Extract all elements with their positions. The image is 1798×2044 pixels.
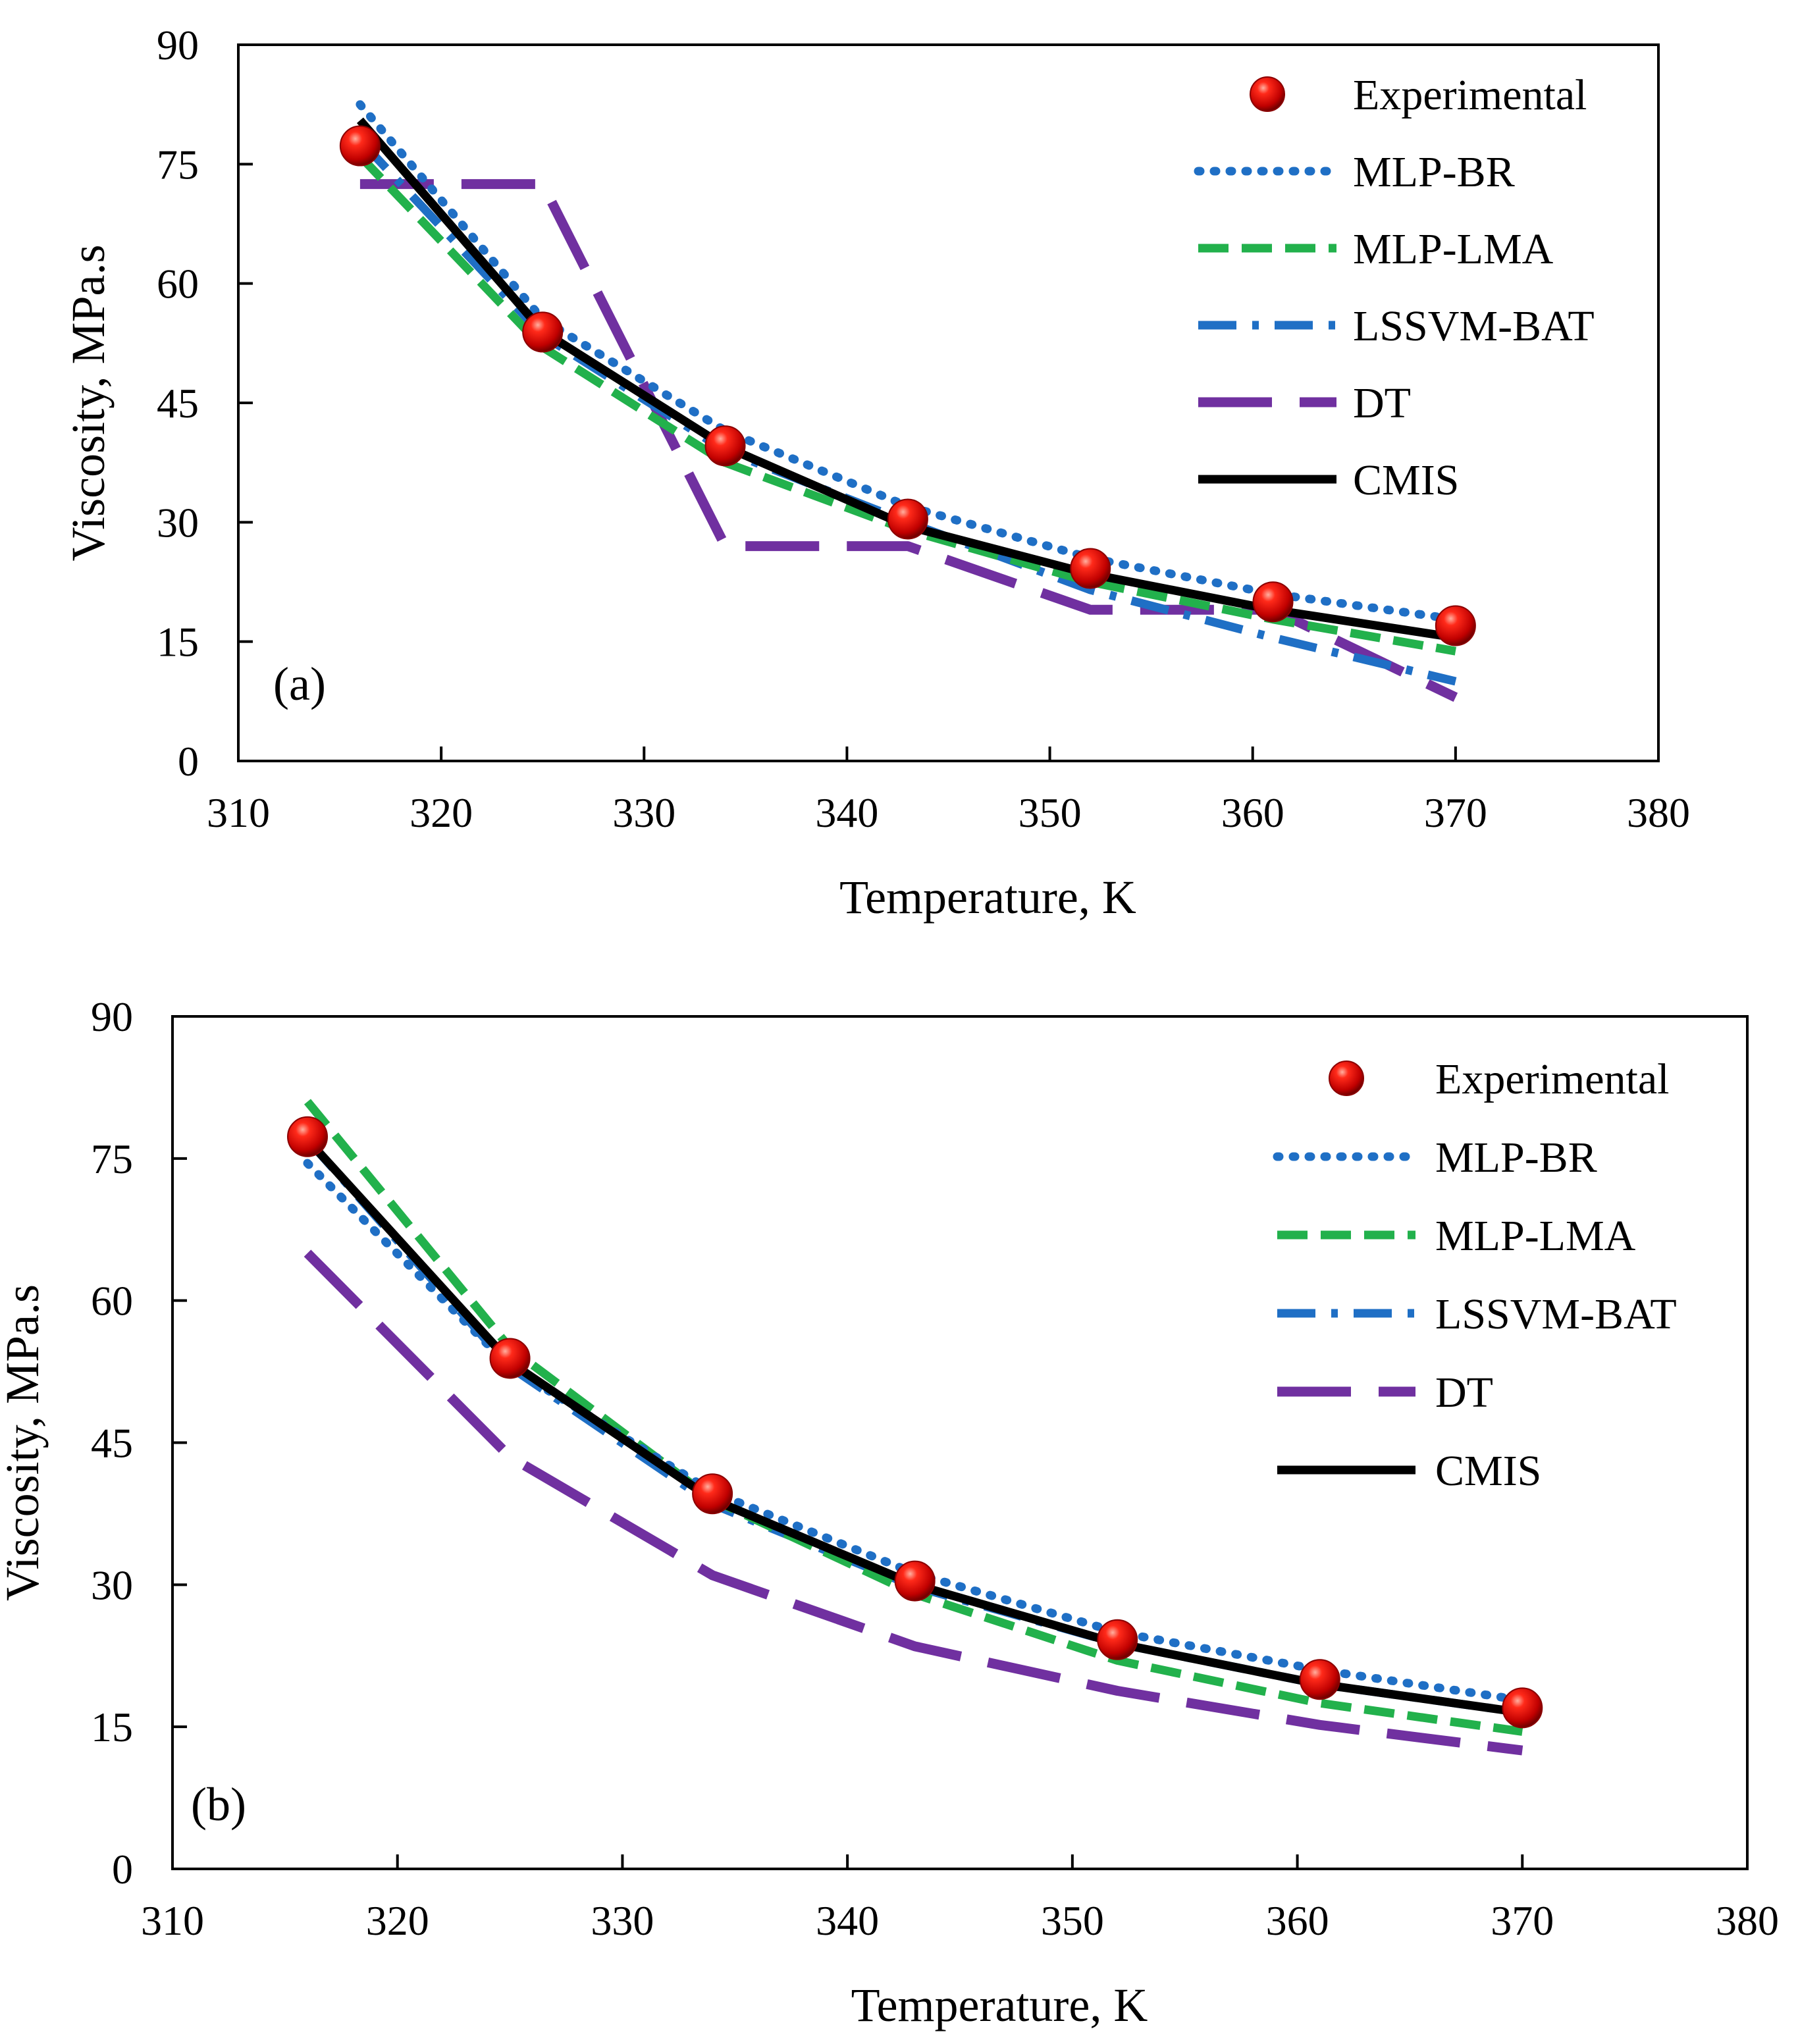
series-line-cmis xyxy=(356,117,1456,642)
experimental-point xyxy=(894,1560,936,1602)
x-tick-label: 320 xyxy=(410,789,473,836)
legend-label-mlp-br: MLP-BR xyxy=(1353,148,1515,196)
chart-panel-a: 310 320 330 340 350 360 370 380 0 15 30 45 60 75 90 Tem… xyxy=(62,22,1690,924)
x-tick-label: 330 xyxy=(612,789,675,836)
y-tick-label: 30 xyxy=(157,499,199,546)
x-tick-label: 380 xyxy=(1716,1897,1779,1944)
y-tick-label: 75 xyxy=(91,1136,133,1182)
x-tick-label: 320 xyxy=(366,1897,429,1944)
experimental-point xyxy=(1097,1619,1138,1660)
x-tick-label: 310 xyxy=(207,789,270,836)
experimental-point xyxy=(887,498,928,540)
x-tick-label: 380 xyxy=(1627,789,1690,836)
y-tick-label: 30 xyxy=(91,1561,133,1608)
panel-label: (b) xyxy=(191,1778,246,1831)
series-line-cmis xyxy=(304,1136,1523,1717)
chart-panel-b: 310 320 330 340 350 360 370 380 0 15 30 45 60 75 90 Tem… xyxy=(0,993,1779,2031)
legend-label-experimental: Experimental xyxy=(1435,1055,1670,1103)
y-tick-label: 60 xyxy=(91,1278,133,1324)
y-tick-label: 45 xyxy=(91,1420,133,1467)
experimental-point xyxy=(522,311,564,353)
experimental-point xyxy=(339,125,381,167)
experimental-point xyxy=(287,1116,329,1157)
experimental-point xyxy=(692,1473,733,1515)
legend: Experimental MLP-BR MLP-LMA LSSVM-BAT DT CMIS xyxy=(1273,1055,1677,1495)
legend-label-lssvm-bat: LSSVM-BAT xyxy=(1353,302,1595,350)
x-tick-label: 360 xyxy=(1266,1897,1329,1944)
series-line-mlp-lma xyxy=(304,1099,1523,1736)
experimental-point xyxy=(489,1338,531,1379)
y-tick-label: 90 xyxy=(157,22,199,68)
x-tick-label: 350 xyxy=(1041,1897,1104,1944)
y-axis-title: Viscosity, MPa.s xyxy=(0,1284,49,1601)
legend-label-mlp-br: MLP-BR xyxy=(1435,1134,1597,1182)
legend-label-mlp-lma: MLP-LMA xyxy=(1353,225,1554,273)
x-tick-label: 350 xyxy=(1018,789,1082,836)
x-axis-title: Temperature, K xyxy=(839,871,1136,924)
x-tick-label: 360 xyxy=(1221,789,1284,836)
experimental-point xyxy=(1299,1659,1340,1700)
y-axis-title: Viscosity, MPa.s xyxy=(62,244,115,561)
x-axis-title: Temperature, K xyxy=(851,1979,1148,2031)
experimental-point xyxy=(1070,548,1111,589)
x-tick-label: 370 xyxy=(1491,1897,1554,1944)
legend-marker-experimental xyxy=(1250,76,1285,112)
experimental-point xyxy=(1435,605,1476,646)
y-tick-label: 15 xyxy=(91,1704,133,1750)
x-tick-label: 310 xyxy=(141,1897,204,1944)
experimental-point xyxy=(704,425,746,467)
y-tick-label: 0 xyxy=(112,1846,133,1893)
x-tick-label: 340 xyxy=(815,789,878,836)
y-tick-label: 90 xyxy=(91,993,133,1040)
x-tick-label: 370 xyxy=(1424,789,1487,836)
y-tick-label: 60 xyxy=(157,261,199,307)
legend-label-mlp-lma: MLP-LMA xyxy=(1435,1212,1636,1260)
series-line-lssvm-bat xyxy=(304,1136,1523,1717)
legend-label-cmis: CMIS xyxy=(1353,456,1459,504)
x-tick-label: 340 xyxy=(816,1897,879,1944)
legend-label-lssvm-bat: LSSVM-BAT xyxy=(1435,1290,1677,1338)
legend-label-dt: DT xyxy=(1353,379,1411,427)
y-tick-label: 45 xyxy=(157,380,199,427)
panel-label: (a) xyxy=(273,658,326,710)
experimental-point xyxy=(1252,581,1294,623)
series-line-dt xyxy=(304,1249,1523,1756)
legend: Experimental MLP-BR MLP-LMA LSSVM-BAT DT CMIS xyxy=(1194,71,1595,504)
x-tick-label: 330 xyxy=(591,1897,654,1944)
legend-marker-experimental xyxy=(1329,1061,1364,1096)
y-tick-label: 15 xyxy=(157,619,199,666)
y-tick-label: 0 xyxy=(178,738,199,785)
legend-label-experimental: Experimental xyxy=(1353,71,1587,119)
y-tick-label: 75 xyxy=(157,141,199,188)
legend-label-cmis: CMIS xyxy=(1435,1447,1541,1495)
experimental-point xyxy=(1502,1687,1543,1729)
legend-label-dt: DT xyxy=(1435,1369,1493,1417)
series-line-mlp-lma xyxy=(357,153,1457,656)
